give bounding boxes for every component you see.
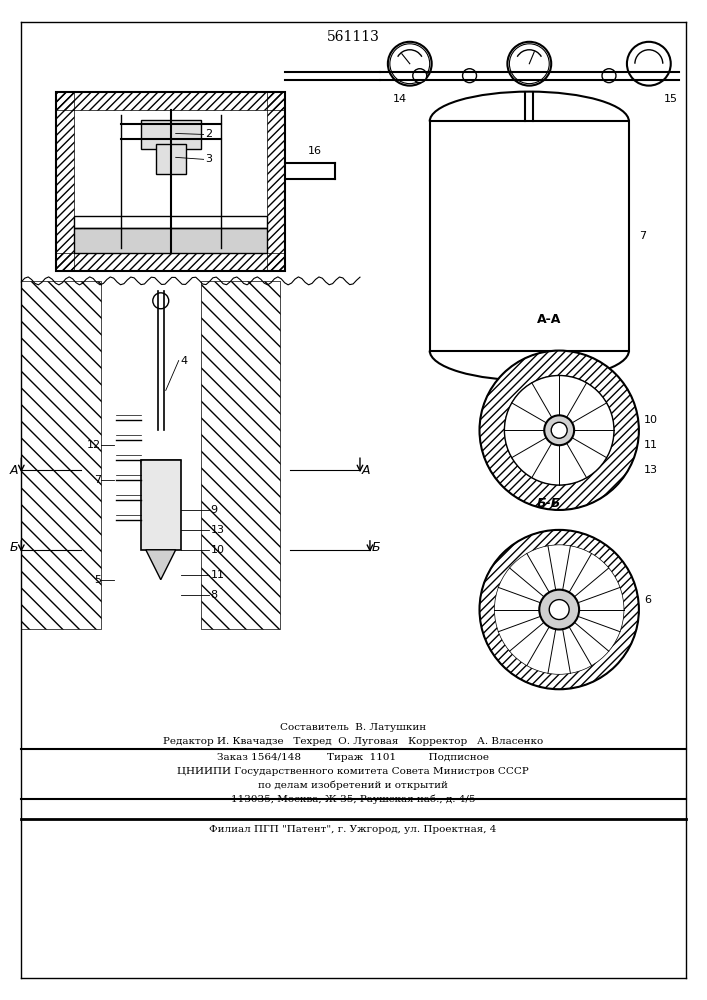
Text: 12: 12 <box>87 440 101 450</box>
Text: 7: 7 <box>639 231 646 241</box>
Text: 5: 5 <box>94 575 101 585</box>
Text: 2: 2 <box>206 129 213 139</box>
Bar <box>56 92 285 110</box>
Text: Б-Б: Б-Б <box>537 497 561 510</box>
Text: 8: 8 <box>211 590 218 600</box>
Text: Филиал ПГП "Патент", г. Ужгород, ул. Проектная, 4: Филиал ПГП "Патент", г. Ужгород, ул. Про… <box>209 825 497 834</box>
Text: 13: 13 <box>644 465 658 475</box>
Circle shape <box>551 422 567 438</box>
Circle shape <box>549 600 569 620</box>
Circle shape <box>627 42 671 86</box>
Bar <box>430 121 629 351</box>
Text: Заказ 1564/148        Тираж  1101          Подписное: Заказ 1564/148 Тираж 1101 Подписное <box>217 753 489 762</box>
Circle shape <box>388 42 432 86</box>
Bar <box>141 120 201 149</box>
Text: 11: 11 <box>211 570 225 580</box>
Bar <box>156 144 186 174</box>
Text: 4: 4 <box>181 356 188 366</box>
Text: А: А <box>362 464 370 477</box>
Bar <box>430 121 629 351</box>
Text: ЦНИИПИ Государственного комитета Совета Министров СССР: ЦНИИПИ Государственного комитета Совета … <box>177 767 529 776</box>
Bar <box>121 281 201 629</box>
Text: А: А <box>10 464 18 477</box>
Bar <box>201 281 280 629</box>
Circle shape <box>602 69 616 83</box>
Text: 11: 11 <box>644 440 658 450</box>
Circle shape <box>504 375 614 485</box>
Polygon shape <box>146 550 176 580</box>
Bar <box>74 228 267 253</box>
Circle shape <box>479 530 639 689</box>
Circle shape <box>539 590 579 629</box>
Bar <box>56 92 285 271</box>
Text: 9: 9 <box>211 505 218 515</box>
Text: 113035, Москва, Ж-35, Раушская наб., д. 4/5: 113035, Москва, Ж-35, Раушская наб., д. … <box>230 794 475 804</box>
Text: 14: 14 <box>393 94 407 104</box>
Text: Б: Б <box>372 541 380 554</box>
Circle shape <box>413 69 427 83</box>
Bar <box>141 460 181 550</box>
Bar <box>74 216 267 228</box>
Text: Редактор И. Квачадзе   Техред  О. Луговая   Корректор   А. Власенко: Редактор И. Квачадзе Техред О. Луговая К… <box>163 737 543 746</box>
Text: 561113: 561113 <box>327 30 380 44</box>
Text: 15: 15 <box>664 94 678 104</box>
Text: Б: Б <box>10 541 18 554</box>
Circle shape <box>479 351 639 510</box>
Text: 7: 7 <box>94 475 101 485</box>
Bar <box>267 92 285 271</box>
Bar <box>21 281 101 629</box>
Text: 10: 10 <box>644 415 658 425</box>
Polygon shape <box>141 460 181 490</box>
Text: 3: 3 <box>206 154 213 164</box>
Circle shape <box>462 69 477 83</box>
Text: 10: 10 <box>211 545 225 555</box>
Text: Составитель  В. Латушкин: Составитель В. Латушкин <box>280 723 426 732</box>
Text: А-А: А-А <box>537 313 561 326</box>
Circle shape <box>544 415 574 445</box>
Circle shape <box>508 42 551 86</box>
Text: 16: 16 <box>308 146 322 156</box>
Bar <box>56 253 285 271</box>
Text: 6: 6 <box>644 595 651 605</box>
Text: по делам изобретений и открытий: по делам изобретений и открытий <box>258 780 448 790</box>
Bar <box>56 92 74 271</box>
Text: 13: 13 <box>211 525 225 535</box>
